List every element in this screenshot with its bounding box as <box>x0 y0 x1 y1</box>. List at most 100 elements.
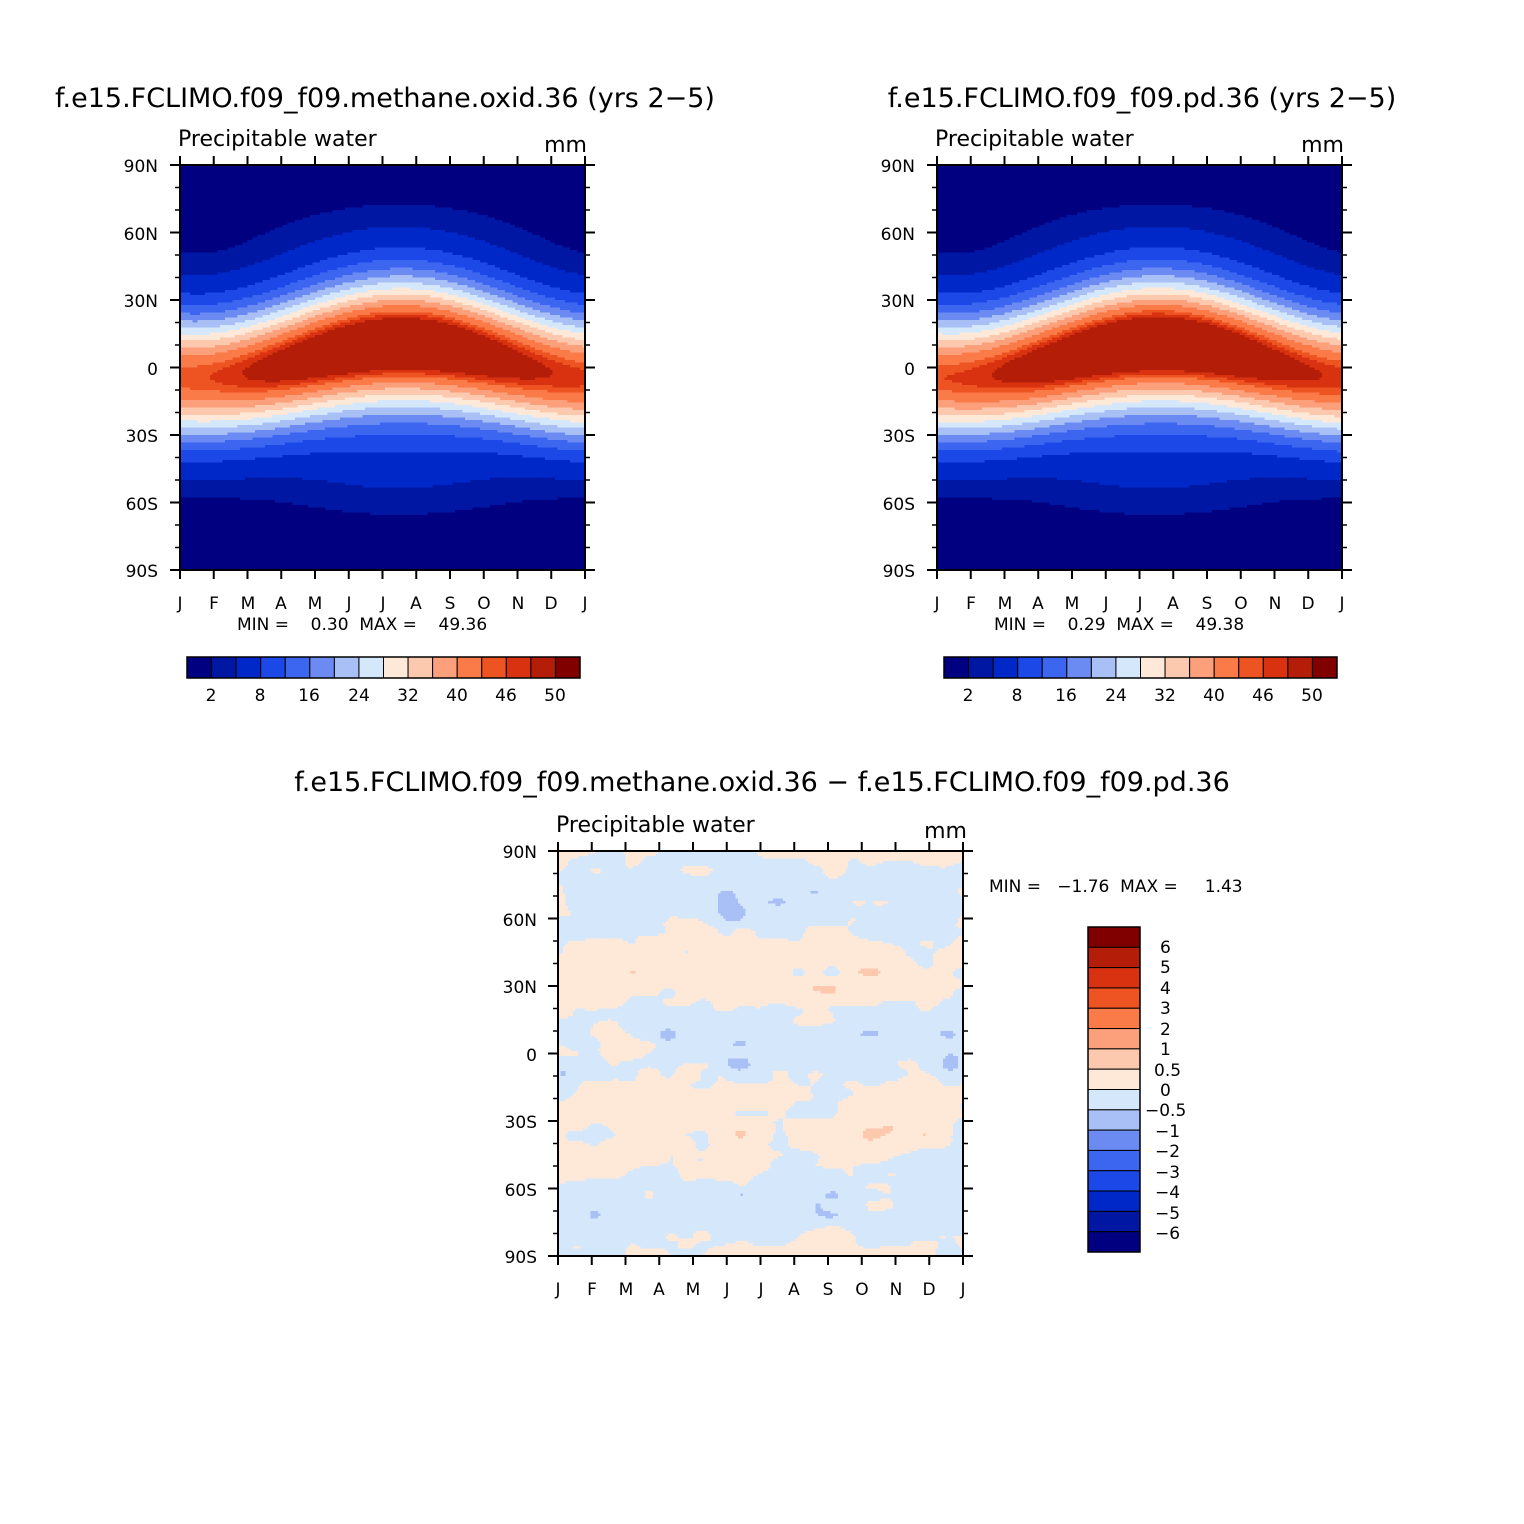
heatmap-cell <box>435 205 585 209</box>
heatmap-cell <box>1249 477 1308 481</box>
heatmap-cell <box>958 921 963 925</box>
heatmap-cell <box>955 968 963 972</box>
heatmap-cell <box>1252 265 1308 269</box>
heatmap-cell <box>1239 395 1278 399</box>
colorbar-label: 8 <box>255 686 266 706</box>
heatmap-cell <box>1029 397 1068 401</box>
heatmap-cell <box>577 302 585 306</box>
heatmap-cell <box>1302 417 1342 421</box>
heatmap-cell <box>1109 272 1208 276</box>
heatmap-cell <box>933 941 954 945</box>
heatmap-cell <box>1227 405 1263 409</box>
heatmap-cell <box>770 1161 819 1165</box>
heatmap-cell <box>708 1063 729 1067</box>
heatmap-cell <box>803 973 827 977</box>
heatmap-cell <box>1307 337 1338 341</box>
heatmap-cell <box>1309 352 1342 356</box>
heatmap-cell <box>1269 312 1288 316</box>
heatmap-cell <box>285 320 304 324</box>
colorbar-swatch <box>1066 656 1092 679</box>
heatmap-cell <box>848 926 959 930</box>
heatmap-cell <box>685 1133 709 1137</box>
heatmap-cell <box>937 380 953 384</box>
heatmap-cell <box>955 923 963 927</box>
heatmap-cell <box>360 250 444 254</box>
heatmap-cell <box>1224 210 1342 214</box>
heatmap-cell <box>937 520 1342 524</box>
heatmap-cell <box>1234 280 1261 284</box>
heatmap-cell <box>600 1051 652 1055</box>
heatmap-cell <box>180 490 585 494</box>
heatmap-cell <box>180 377 211 381</box>
heatmap-cell <box>1052 310 1071 314</box>
heatmap-cell <box>1119 485 1191 489</box>
heatmap-cell <box>893 1128 954 1132</box>
heatmap-cell <box>582 345 585 349</box>
heatmap-cell <box>992 347 1018 351</box>
heatmap-cell <box>1244 262 1301 266</box>
heatmap-cell <box>1127 395 1196 399</box>
heatmap-cell <box>558 1051 579 1055</box>
heatmap-cell <box>558 1168 634 1172</box>
y-tick-label: 60N <box>881 225 915 245</box>
heatmap-cell <box>325 317 349 321</box>
heatmap-cell <box>655 1043 734 1047</box>
heatmap-cell <box>937 557 1342 561</box>
heatmap-cell <box>180 212 321 216</box>
heatmap-cell <box>937 352 963 356</box>
heatmap-cell <box>1184 512 1342 516</box>
heatmap-cell <box>515 332 534 336</box>
heatmap-cell <box>302 295 324 299</box>
heatmap-cell <box>937 472 1342 476</box>
heatmap-cell <box>808 861 849 865</box>
heatmap-cell <box>255 282 291 286</box>
heatmap-cell <box>272 305 294 309</box>
heatmap-cell <box>665 1028 672 1032</box>
heatmap-cell <box>1269 432 1321 436</box>
heatmap-cell <box>808 1073 824 1077</box>
heatmap-cell <box>1209 322 1221 326</box>
heatmap-cell <box>287 222 511 226</box>
heatmap-cell <box>758 936 804 940</box>
heatmap-cell <box>558 956 912 960</box>
heatmap-cell <box>180 552 585 556</box>
heatmap-cell <box>937 222 1046 226</box>
heatmap-cell <box>1074 282 1101 286</box>
colorbar-swatch <box>260 656 286 679</box>
heatmap-cell <box>558 1026 594 1030</box>
heatmap-cell <box>935 1251 963 1255</box>
heatmap-cell <box>558 1058 607 1062</box>
heatmap-cell <box>1214 317 1236 321</box>
heatmap-cell <box>937 405 1018 409</box>
heatmap-cell <box>972 325 1006 329</box>
heatmap-cell <box>937 545 1342 549</box>
heatmap-cell <box>918 1006 934 1010</box>
heatmap-cell <box>490 322 506 326</box>
heatmap-cell <box>768 901 787 905</box>
heatmap-cell <box>1082 330 1233 334</box>
heatmap-cell <box>567 440 585 444</box>
heatmap-cell <box>497 430 546 434</box>
colorbar-swatch <box>1140 656 1166 679</box>
heatmap-cell <box>197 420 211 424</box>
heatmap-cell <box>505 290 531 294</box>
heatmap-cell <box>960 1083 963 1087</box>
heatmap-cell <box>180 260 264 264</box>
heatmap-cell <box>445 315 469 319</box>
heatmap-cell <box>773 1073 789 1077</box>
heatmap-cell <box>620 1061 729 1065</box>
heatmap-cell <box>853 933 963 937</box>
heatmap-cell <box>1224 297 1246 301</box>
heatmap-cell <box>377 400 431 404</box>
heatmap-cell <box>745 911 963 915</box>
heatmap-cell <box>1254 295 1278 299</box>
heatmap-cell <box>838 1111 963 1115</box>
heatmap-cell <box>267 355 529 359</box>
heatmap-cell <box>833 1013 963 1017</box>
colorbar-label: 16 <box>298 686 320 706</box>
heatmap-cell <box>230 342 256 346</box>
heatmap-cell <box>180 185 585 189</box>
heatmap-cell <box>302 332 311 336</box>
heatmap-cell <box>668 1233 677 1237</box>
heatmap-cell <box>937 192 1342 196</box>
